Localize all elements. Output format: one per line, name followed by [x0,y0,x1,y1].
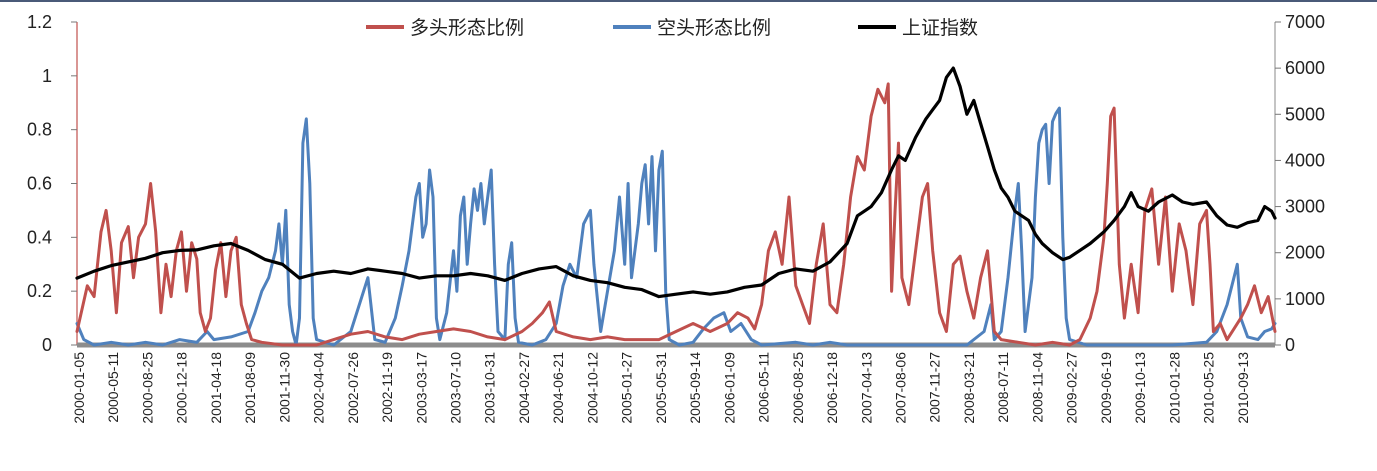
x-tick-label: 2005-09-14 [687,352,703,424]
bull-ratio-line [75,82,1277,347]
right-tick-label: 2000 [1285,243,1325,263]
x-tick-label: 2004-02-27 [516,352,532,424]
x-tick-label: 2000-01-05 [71,352,87,424]
x-tick-label: 2002-04-04 [311,352,327,424]
right-tick-label: 4000 [1285,150,1325,170]
legend-bull-label: 多头形态比例 [410,17,524,39]
right-tick-label: 1000 [1285,289,1325,309]
top-border [0,0,1377,2]
left-tick-label: 0.6 [27,174,52,194]
x-tick-label: 2003-03-17 [413,352,429,424]
x-tick-label: 2001-04-18 [208,352,224,424]
x-tick-label: 2006-05-11 [756,352,772,423]
x-tick-label: 2010-09-13 [1235,352,1251,424]
right-tick-label: 0 [1285,335,1295,355]
left-tick-label: 0.2 [27,281,52,301]
left-tick-label: 1 [42,66,52,86]
x-tick-label: 2000-08-25 [139,352,155,424]
left-tick-label: 0.4 [27,227,52,247]
x-tick-label: 2007-04-13 [858,352,874,424]
x-tick-label: 2006-12-18 [824,352,840,424]
sse-index-line [75,66,1277,299]
right-tick-label: 7000 [1285,12,1325,32]
x-tick-label: 2004-06-21 [550,352,566,424]
series-layer [75,66,1277,347]
right-tick-label: 3000 [1285,197,1325,217]
x-tick-label: 2008-03-21 [961,352,977,424]
right-tick-label: 5000 [1285,104,1325,124]
axes: 0 0.2 0.4 0.6 0.8 1 1.2 0 1000 2000 3000 4000 5000 60… [27,12,1325,355]
x-tick-label: 2005-01-27 [619,352,635,424]
x-tick-label: 2003-10-31 [482,352,498,424]
x-tick-label: 2010-05-25 [1201,352,1217,424]
x-tick-label: 2003-07-10 [448,352,464,424]
x-tick-label: 2002-11-19 [379,352,395,423]
x-tick-label: 2004-10-12 [584,352,600,424]
x-axis-labels: 2000-01-05 2000-05-11 2000-08-25 2000-12-18… [71,352,1251,424]
x-tick-label: 2008-11-04 [1029,352,1045,423]
left-tick-label: 1.2 [27,12,52,32]
x-tick-label: 2005-05-31 [653,352,669,424]
x-tick-label: 2008-07-11 [995,352,1011,423]
left-tick-label: 0 [42,335,52,355]
x-tick-label: 2006-01-09 [721,352,737,424]
x-tick-label: 2009-02-27 [1064,352,1080,424]
x-tick-label: 2007-11-27 [927,352,943,423]
bear-ratio-line [75,106,1277,347]
legend: 多头形态比例 空头形态比例 上证指数 [366,17,978,39]
left-tick-label: 0.8 [27,120,52,140]
right-tick-label: 6000 [1285,58,1325,78]
legend-bear-label: 空头形态比例 [657,17,771,39]
x-tick-label: 2007-08-06 [892,352,908,424]
x-tick-label: 2006-08-25 [790,352,806,424]
x-tick-label: 2001-08-09 [242,352,258,424]
x-tick-label: 2009-06-19 [1098,352,1114,424]
x-tick-label: 2010-01-28 [1166,352,1182,424]
x-tick-label: 2000-12-18 [174,352,190,424]
x-tick-label: 2000-05-11 [105,352,121,423]
legend-sse-label: 上证指数 [902,17,978,39]
x-tick-label: 2002-07-26 [345,352,361,424]
x-tick-label: 2001-11-30 [276,352,292,423]
x-tick-label: 2009-10-13 [1132,352,1148,424]
